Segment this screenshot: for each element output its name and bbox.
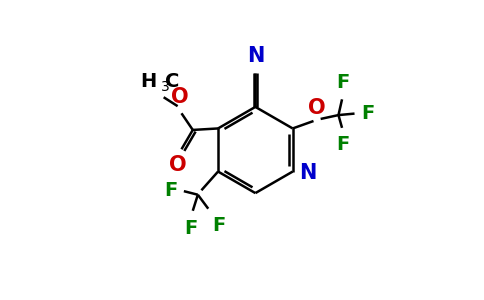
Text: F: F [362, 104, 375, 123]
Text: 3: 3 [161, 80, 170, 94]
Text: O: O [171, 87, 189, 107]
Text: O: O [169, 154, 187, 175]
Text: F: F [336, 135, 349, 154]
Text: N: N [299, 163, 317, 183]
Text: F: F [185, 218, 198, 238]
Text: F: F [164, 181, 177, 200]
Text: H: H [140, 72, 157, 91]
Text: F: F [336, 74, 349, 92]
Text: F: F [212, 215, 226, 235]
Text: N: N [247, 46, 264, 66]
Text: O: O [308, 98, 326, 118]
Text: C: C [165, 72, 179, 91]
